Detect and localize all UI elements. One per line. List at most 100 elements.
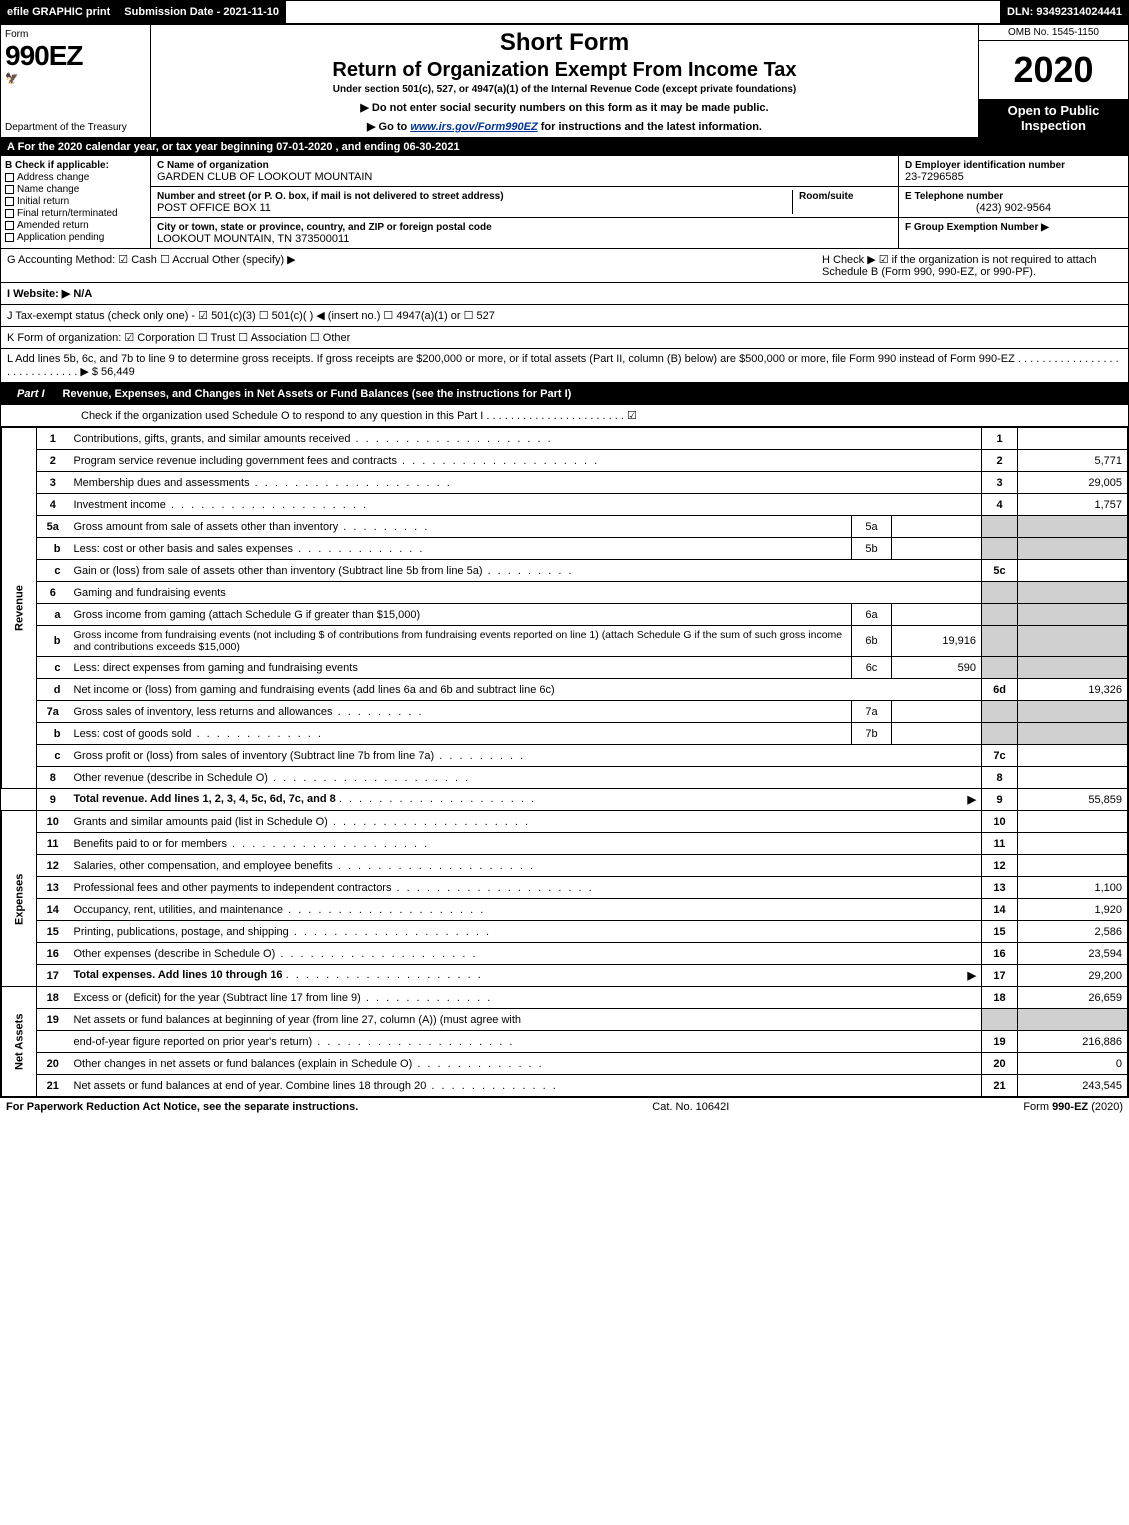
sb-6a: 6a [852, 604, 892, 626]
line-l-amount: 56,449 [101, 366, 135, 378]
desc-19: end-of-year figure reported on prior yea… [69, 1031, 982, 1053]
row-6a: a Gross income from gaming (attach Sched… [2, 604, 1128, 626]
rn-12: 12 [982, 855, 1018, 877]
desc-7b: Less: cost of goods sold [69, 723, 852, 745]
ln-1: 1 [37, 428, 69, 450]
ln-9: 9 [37, 789, 69, 811]
ln-19 [37, 1031, 69, 1053]
desc-7c: Gross profit or (loss) from sales of inv… [69, 745, 982, 767]
irs-link[interactable]: www.irs.gov/Form990EZ [410, 121, 537, 133]
ln-6: 6 [37, 582, 69, 604]
ein-value: 23-7296585 [905, 171, 964, 183]
chk-name-change[interactable]: Name change [5, 184, 146, 195]
rn-6d: 6d [982, 679, 1018, 701]
section-c-block: C Name of organization GARDEN CLUB OF LO… [151, 156, 898, 248]
desc-6b: Gross income from fundraising events (no… [69, 626, 852, 657]
desc-4: Investment income [69, 494, 982, 516]
part1-title: Revenue, Expenses, and Changes in Net As… [63, 388, 572, 400]
section-b-checkboxes: B Check if applicable: Address change Na… [1, 156, 151, 248]
rn-6-grey [982, 582, 1018, 604]
rn-1: 1 [982, 428, 1018, 450]
header-left: Form 990EZ 🦅 Department of the Treasury [1, 25, 151, 137]
return-title: Return of Organization Exempt From Incom… [155, 59, 974, 82]
desc-9: Total revenue. Add lines 1, 2, 3, 4, 5c,… [69, 789, 982, 811]
rv-16: 23,594 [1018, 943, 1128, 965]
desc-8: Other revenue (describe in Schedule O) [69, 767, 982, 789]
street-row: Number and street (or P. O. box, if mail… [151, 187, 898, 218]
rn-20: 20 [982, 1053, 1018, 1075]
website-line: I Website: ▶ N/A [7, 288, 92, 300]
efile-print-cell[interactable]: efile GRAPHIC print [0, 0, 117, 24]
rv-7c [1018, 745, 1128, 767]
ln-14: 14 [37, 899, 69, 921]
rn-15: 15 [982, 921, 1018, 943]
desc-9-text: Total revenue. Add lines 1, 2, 3, 4, 5c,… [74, 793, 336, 805]
rn-13: 13 [982, 877, 1018, 899]
footer-left: For Paperwork Reduction Act Notice, see … [6, 1101, 358, 1113]
sv-6c: 590 [892, 657, 982, 679]
rv-12 [1018, 855, 1128, 877]
f-label: F Group Exemption Number ▶ [905, 222, 1049, 233]
row-4: 4 Investment income 4 1,757 [2, 494, 1128, 516]
sb-6b: 6b [852, 626, 892, 657]
rv-1 [1018, 428, 1128, 450]
rn-8: 8 [982, 767, 1018, 789]
ln-20: 20 [37, 1053, 69, 1075]
rv-21: 243,545 [1018, 1075, 1128, 1097]
irs-eagle-icon: 🦅 [5, 73, 19, 85]
rn-19: 19 [982, 1031, 1018, 1053]
row-g-h: G Accounting Method: ☑ Cash ☐ Accrual Ot… [1, 249, 1128, 283]
row-15: 15 Printing, publications, postage, and … [2, 921, 1128, 943]
rn-18: 18 [982, 987, 1018, 1009]
sb-7a: 7a [852, 701, 892, 723]
desc-14: Occupancy, rent, utilities, and maintena… [69, 899, 982, 921]
line-k: K Form of organization: ☑ Corporation ☐ … [1, 327, 1128, 349]
rv-5a-grey [1018, 516, 1128, 538]
ln-7c: c [37, 745, 69, 767]
desc-18: Excess or (deficit) for the year (Subtra… [69, 987, 982, 1009]
city-value: LOOKOUT MOUNTAIN, TN 373500011 [157, 233, 349, 245]
ln-5a: 5a [37, 516, 69, 538]
row-13: 13 Professional fees and other payments … [2, 877, 1128, 899]
rv-5b-grey [1018, 538, 1128, 560]
submission-date-cell: Submission Date - 2021-11-10 [117, 0, 286, 24]
footer-right: Form 990-EZ (2020) [1023, 1101, 1123, 1113]
row-5b: b Less: cost or other basis and sales ex… [2, 538, 1128, 560]
desc-6a: Gross income from gaming (attach Schedul… [69, 604, 852, 626]
ln-7b: b [37, 723, 69, 745]
row-3: 3 Membership dues and assessments 3 29,0… [2, 472, 1128, 494]
org-name: GARDEN CLUB OF LOOKOUT MOUNTAIN [157, 171, 372, 183]
rv-2: 5,771 [1018, 450, 1128, 472]
return-subtitle: Under section 501(c), 527, or 4947(a)(1)… [155, 84, 974, 95]
row-16: 16 Other expenses (describe in Schedule … [2, 943, 1128, 965]
chk-initial-return[interactable]: Initial return [5, 196, 146, 207]
rv-6-grey [1018, 582, 1128, 604]
form-container: Form 990EZ 🦅 Department of the Treasury … [0, 24, 1129, 1098]
footer-mid: Cat. No. 10642I [652, 1101, 729, 1113]
city-row: City or town, state or province, country… [151, 218, 898, 248]
header-right: OMB No. 1545-1150 2020 Open to Public In… [978, 25, 1128, 137]
ln-19p: 19 [37, 1009, 69, 1031]
netassets-side-label: Net Assets [2, 987, 37, 1097]
desc-5b: Less: cost or other basis and sales expe… [69, 538, 852, 560]
ln-12: 12 [37, 855, 69, 877]
chk-address-change[interactable]: Address change [5, 172, 146, 183]
row-19p: 19 Net assets or fund balances at beginn… [2, 1009, 1128, 1031]
ln-6d: d [37, 679, 69, 701]
row-10: Expenses 10 Grants and similar amounts p… [2, 811, 1128, 833]
rn-16: 16 [982, 943, 1018, 965]
page-footer: For Paperwork Reduction Act Notice, see … [0, 1098, 1129, 1116]
chk-final-return[interactable]: Final return/terminated [5, 208, 146, 219]
ln-4: 4 [37, 494, 69, 516]
desc-5a: Gross amount from sale of assets other t… [69, 516, 852, 538]
row-5c: c Gain or (loss) from sale of assets oth… [2, 560, 1128, 582]
phone-value: (423) 902-9564 [905, 202, 1122, 214]
chk-application-pending[interactable]: Application pending [5, 232, 146, 243]
rv-4: 1,757 [1018, 494, 1128, 516]
desc-5c: Gain or (loss) from sale of assets other… [69, 560, 982, 582]
desc-17-text: Total expenses. Add lines 10 through 16 [74, 969, 283, 981]
rn-6b-grey [982, 626, 1018, 657]
street-value: POST OFFICE BOX 11 [157, 202, 271, 214]
chk-amended-return[interactable]: Amended return [5, 220, 146, 231]
rv-10 [1018, 811, 1128, 833]
